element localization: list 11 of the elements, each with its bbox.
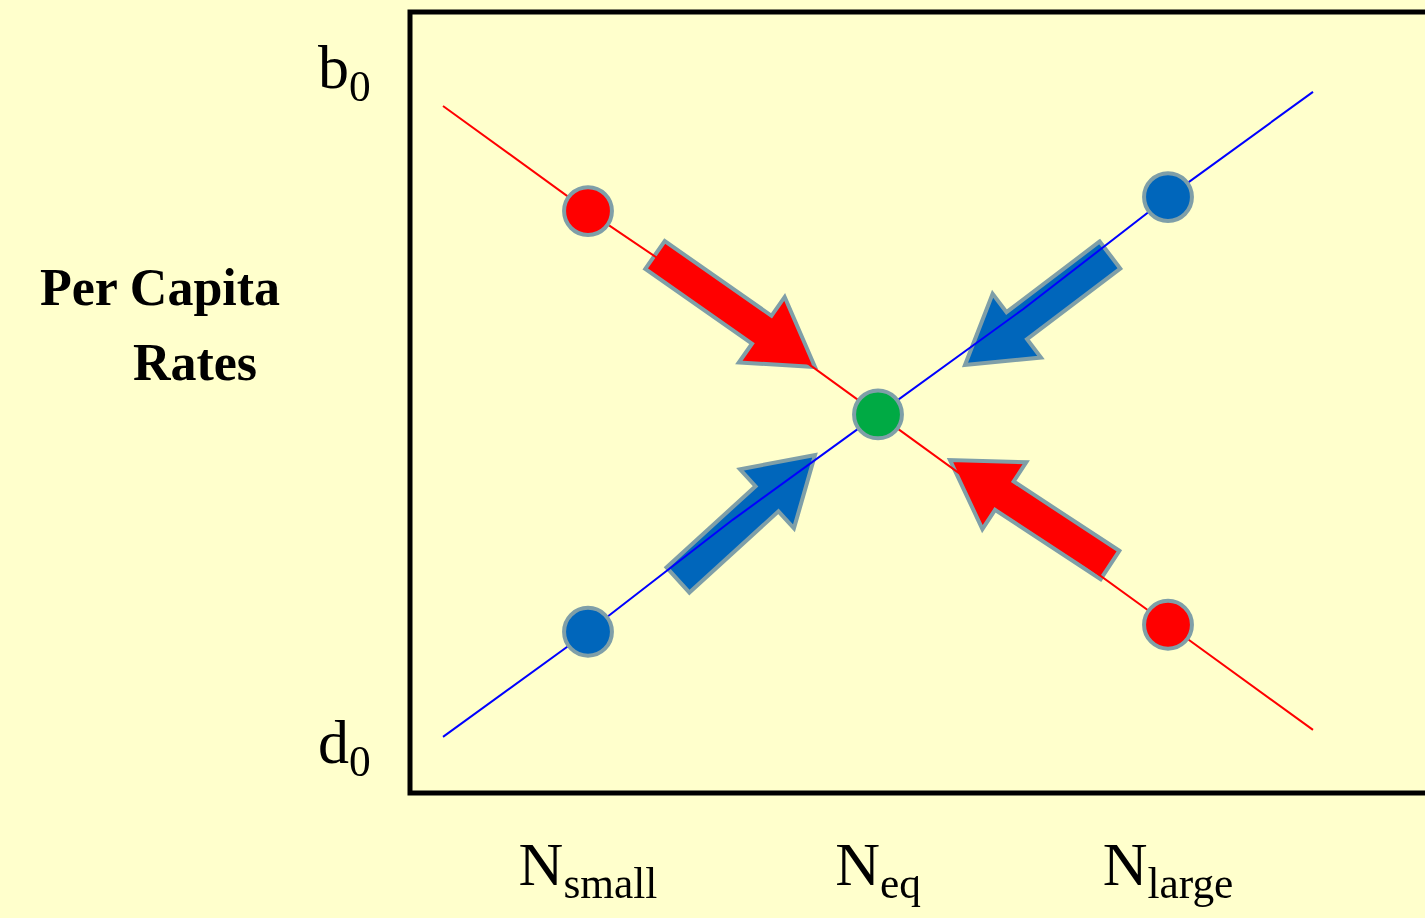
point [1142, 598, 1194, 651]
x-tick-label: N$_{small}$ [518, 830, 658, 907]
point [562, 605, 614, 658]
point [1142, 171, 1194, 223]
x-tick-label: N$_{large}$ [1102, 830, 1234, 907]
point [852, 388, 904, 441]
text: d$_{0}$ [318, 708, 371, 785]
point [562, 185, 614, 237]
x-tick-label: N$_{eq}$ [835, 830, 921, 907]
y-axis-title: Per Capita Rates [39, 259, 281, 391]
text: b$_{0}$ [318, 33, 371, 110]
